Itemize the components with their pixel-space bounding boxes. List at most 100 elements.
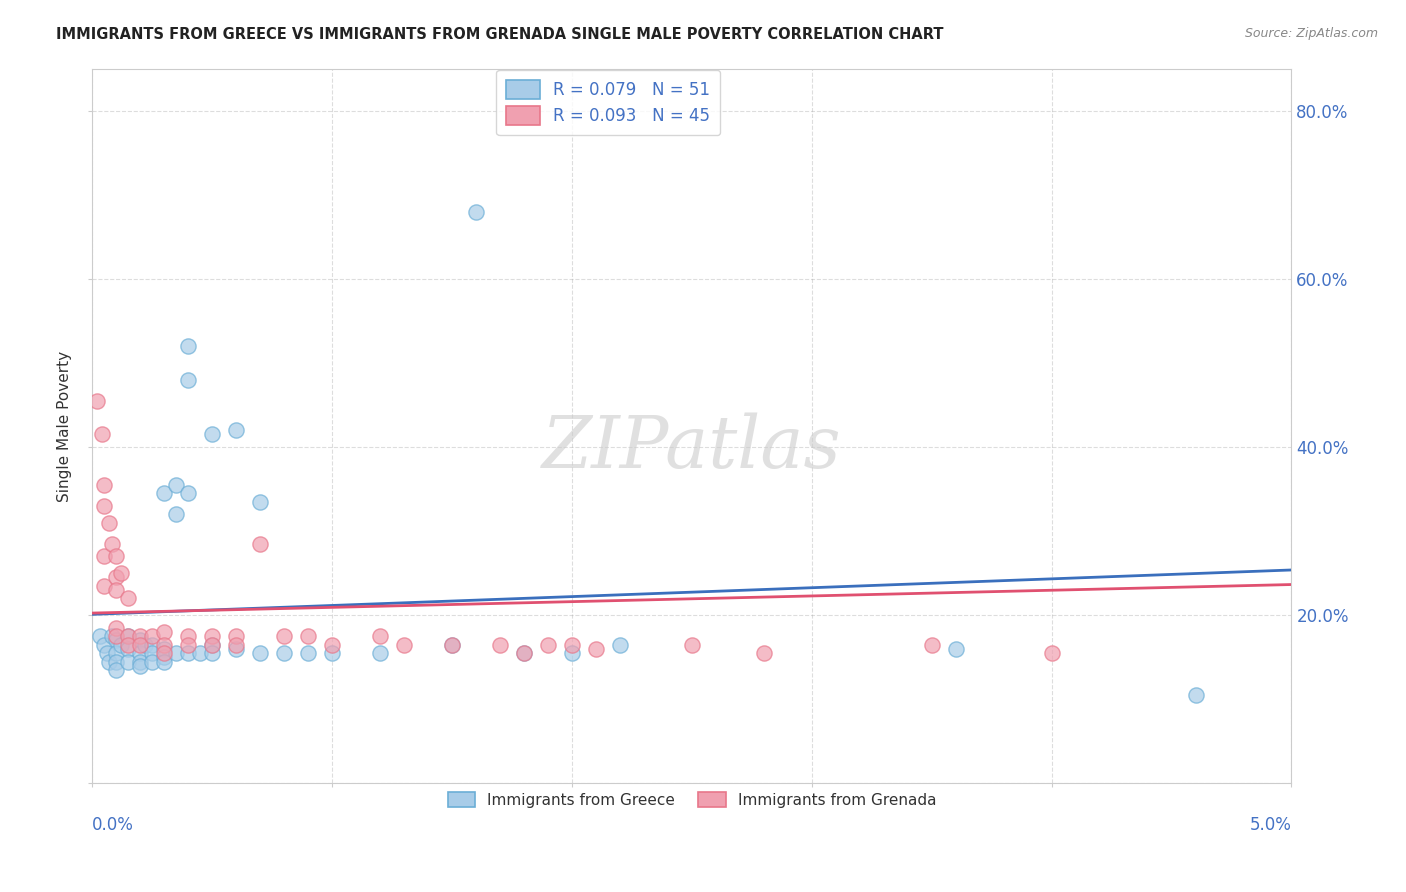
Point <box>225 423 247 437</box>
Point <box>177 646 200 660</box>
Point <box>441 638 464 652</box>
Point <box>609 638 631 652</box>
Point <box>297 629 319 643</box>
Point <box>105 582 128 597</box>
Point <box>141 638 163 652</box>
Point <box>93 478 115 492</box>
Point <box>141 646 163 660</box>
Point <box>273 629 295 643</box>
Point <box>153 638 176 652</box>
Point <box>165 646 187 660</box>
Point <box>98 655 121 669</box>
Point <box>141 655 163 669</box>
Point <box>165 508 187 522</box>
Point <box>392 638 415 652</box>
Point <box>153 486 176 500</box>
Point <box>513 646 536 660</box>
Point <box>117 638 139 652</box>
Point <box>153 641 176 656</box>
Point <box>201 646 224 660</box>
Point <box>110 566 132 581</box>
Point <box>368 646 391 660</box>
Point <box>153 625 176 640</box>
Point <box>945 641 967 656</box>
Point <box>93 638 115 652</box>
Point <box>368 629 391 643</box>
Point <box>561 646 583 660</box>
Text: IMMIGRANTS FROM GREECE VS IMMIGRANTS FROM GRENADA SINGLE MALE POVERTY CORRELATIO: IMMIGRANTS FROM GREECE VS IMMIGRANTS FRO… <box>56 27 943 42</box>
Point <box>117 629 139 643</box>
Point <box>201 427 224 442</box>
Text: ZIPatlas: ZIPatlas <box>543 412 842 483</box>
Point <box>225 641 247 656</box>
Point <box>89 629 111 643</box>
Point <box>1184 688 1206 702</box>
Point <box>249 646 271 660</box>
Point <box>273 646 295 660</box>
Point <box>177 638 200 652</box>
Point <box>1040 646 1063 660</box>
Point <box>201 638 224 652</box>
Point <box>93 579 115 593</box>
Point <box>105 633 128 648</box>
Point <box>105 663 128 677</box>
Point <box>117 641 139 656</box>
Point <box>585 641 607 656</box>
Point <box>100 629 122 643</box>
Point <box>98 516 121 530</box>
Point <box>129 638 152 652</box>
Point <box>90 427 112 442</box>
Point <box>225 638 247 652</box>
Point <box>134 638 156 652</box>
Point <box>249 494 271 508</box>
Point <box>129 646 152 660</box>
Point <box>105 570 128 584</box>
Point <box>513 646 536 660</box>
Text: 5.0%: 5.0% <box>1250 815 1292 834</box>
Point <box>153 655 176 669</box>
Point <box>441 638 464 652</box>
Point <box>201 638 224 652</box>
Point <box>165 478 187 492</box>
Point <box>177 486 200 500</box>
Point <box>129 633 152 648</box>
Text: Source: ZipAtlas.com: Source: ZipAtlas.com <box>1244 27 1378 40</box>
Point <box>100 537 122 551</box>
Point <box>110 638 132 652</box>
Point <box>117 629 139 643</box>
Point <box>489 638 512 652</box>
Point <box>177 339 200 353</box>
Y-axis label: Single Male Poverty: Single Male Poverty <box>58 351 72 501</box>
Point <box>141 629 163 643</box>
Point <box>321 646 343 660</box>
Point <box>561 638 583 652</box>
Point <box>249 537 271 551</box>
Point <box>93 499 115 513</box>
Point <box>321 638 343 652</box>
Point <box>129 655 152 669</box>
Text: 0.0%: 0.0% <box>93 815 134 834</box>
Point <box>105 621 128 635</box>
Legend: Immigrants from Greece, Immigrants from Grenada: Immigrants from Greece, Immigrants from … <box>440 784 943 815</box>
Point <box>201 629 224 643</box>
Point <box>177 373 200 387</box>
Point <box>105 655 128 669</box>
Point <box>537 638 560 652</box>
Point <box>225 629 247 643</box>
Point <box>105 549 128 564</box>
Point <box>921 638 943 652</box>
Point <box>681 638 703 652</box>
Point <box>96 646 118 660</box>
Point <box>86 393 108 408</box>
Point <box>129 658 152 673</box>
Point <box>188 646 211 660</box>
Point <box>177 629 200 643</box>
Point <box>153 650 176 665</box>
Point <box>465 204 488 219</box>
Point <box>117 655 139 669</box>
Point <box>93 549 115 564</box>
Point <box>297 646 319 660</box>
Point <box>117 591 139 606</box>
Point <box>105 646 128 660</box>
Point <box>153 646 176 660</box>
